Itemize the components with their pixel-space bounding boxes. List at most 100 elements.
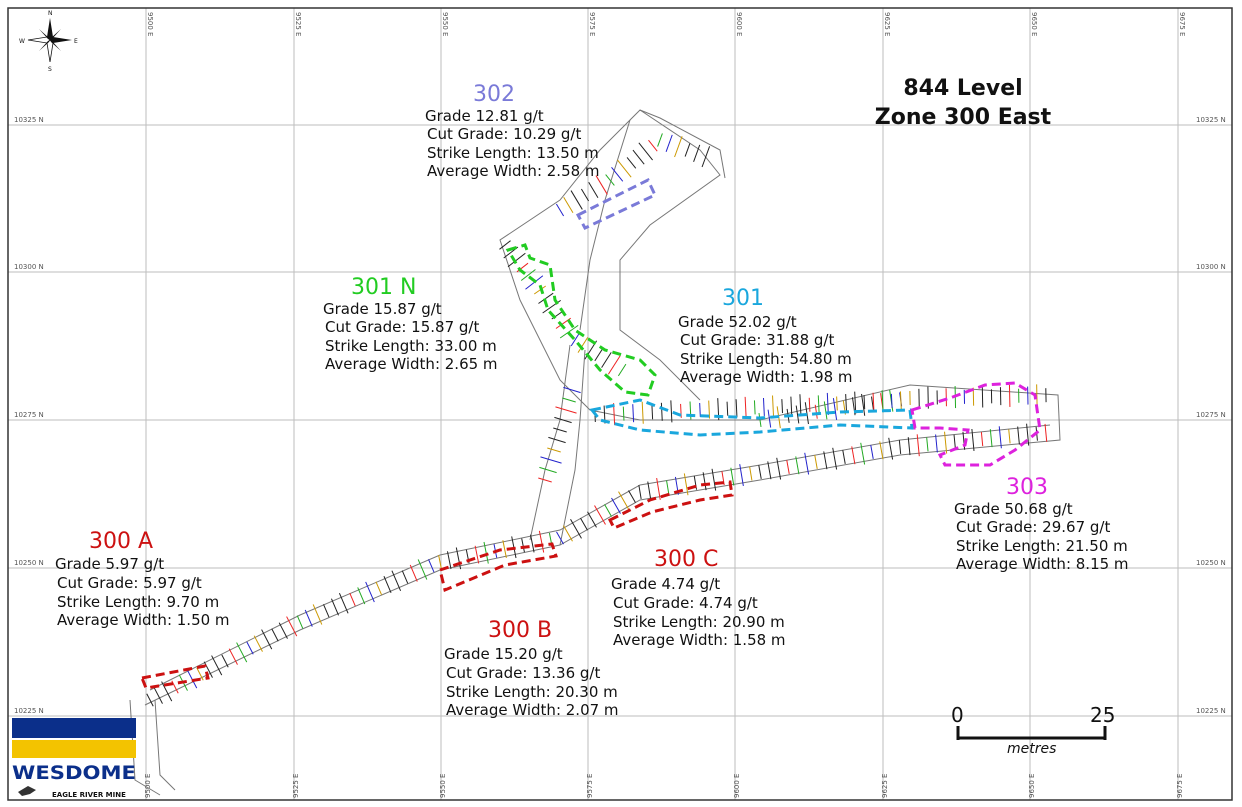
survey-tick <box>594 505 606 525</box>
survey-tick <box>795 456 800 475</box>
easting-label: 9625 E <box>883 12 891 36</box>
survey-tick <box>656 477 661 500</box>
eagle-icon <box>18 786 36 796</box>
survey-tick <box>826 392 829 415</box>
survey-tick <box>666 480 670 495</box>
survey-tick <box>455 547 462 570</box>
zone-303-outline <box>910 381 1042 467</box>
survey-tick <box>872 392 875 411</box>
survey-tick <box>836 396 838 411</box>
easting-label: 9575 E <box>586 774 594 798</box>
zone-302-annotation: 302 Grade 12.81 g/t Cut Grade: 10.29 g/t… <box>425 82 600 180</box>
survey-tick <box>758 413 762 427</box>
easting-label: 9675 E <box>1178 12 1186 36</box>
survey-tick <box>638 485 642 499</box>
survey-tick <box>428 559 435 573</box>
logo-name: WESDOME <box>12 762 136 784</box>
survey-tick <box>246 641 254 655</box>
zone-301-annotation: 301 Grade 52.02 g/t Cut Grade: 31.88 g/t… <box>678 286 853 386</box>
easting-label: 9650 E <box>1028 774 1036 798</box>
zone-301n-grade: Grade 15.87 g/t <box>323 300 442 318</box>
survey-tick <box>870 396 875 411</box>
easting-label: 9625 E <box>881 774 889 798</box>
scale-unit-label: metres <box>1007 741 1056 757</box>
survey-tick <box>605 174 615 186</box>
survey-tick <box>772 395 775 418</box>
northing-label: 10325 N <box>1196 116 1226 124</box>
survey-tick <box>660 402 663 421</box>
survey-tick <box>804 452 810 475</box>
survey-tick <box>632 404 635 423</box>
zone-300b-name: 300 B <box>488 618 552 643</box>
zone-303-cut-grade: Cut Grade: 29.67 g/t <box>956 518 1110 536</box>
zone-300a-annotation: 300 A Grade 5.97 g/t Cut Grade: 5.97 g/t… <box>55 529 230 629</box>
compass-w: W <box>19 38 25 45</box>
survey-tick <box>817 395 820 414</box>
survey-tick <box>570 519 582 539</box>
zone-300a-strike-length: Strike Length: 9.70 m <box>57 593 219 611</box>
survey-tick <box>863 395 866 410</box>
survey-tick <box>296 615 304 629</box>
survey-tick <box>762 397 765 416</box>
survey-tick <box>881 390 884 413</box>
survey-tick <box>271 628 279 642</box>
compass-n: N <box>48 10 53 17</box>
survey-tick <box>236 642 248 663</box>
survey-tick <box>890 393 893 408</box>
northing-label: 10250 N <box>14 559 44 567</box>
survey-tick <box>683 473 689 496</box>
northing-label: 10300 N <box>14 263 44 271</box>
zone-303-name: 303 <box>1006 475 1048 500</box>
survey-tick <box>286 616 298 637</box>
survey-tick <box>926 437 929 452</box>
zone-301n-outline <box>505 243 657 397</box>
survey-tick <box>795 405 800 424</box>
survey-tick <box>349 592 356 607</box>
survey-tick <box>548 436 566 444</box>
survey-tick <box>211 655 223 676</box>
survey-tick <box>814 404 818 419</box>
survey-tick <box>253 635 263 652</box>
survey-tick <box>1008 429 1011 444</box>
survey-tick <box>538 477 552 483</box>
zone-301n-average-width: Average Width: 2.65 m <box>325 355 498 373</box>
survey-tick <box>570 190 583 210</box>
survey-tick <box>525 275 544 290</box>
survey-tick <box>989 429 993 448</box>
survey-ticks <box>146 133 1048 707</box>
northing-labels: 10325 N 10300 N 10275 N 10250 N 10225 N … <box>14 116 1226 715</box>
survey-tick <box>618 491 630 511</box>
survey-tick <box>507 252 526 268</box>
survey-tick <box>998 426 1002 449</box>
zone-300c-annotation: 300 C Grade 4.74 g/t Cut Grade: 4.74 g/t… <box>611 547 786 649</box>
zone-302-name: 302 <box>473 82 515 107</box>
compass-s: S <box>48 66 52 73</box>
survey-tick <box>438 555 442 569</box>
survey-tick <box>555 203 565 217</box>
survey-tick <box>935 434 938 453</box>
scale-start-label: 0 <box>951 703 964 727</box>
easting-label: 9600 E <box>735 12 743 36</box>
zone-300a-average-width: Average Width: 1.50 m <box>57 611 230 629</box>
survey-tick <box>161 681 173 702</box>
survey-tick <box>708 400 711 419</box>
survey-tick <box>799 394 802 417</box>
survey-tick <box>823 451 828 470</box>
survey-tick <box>767 461 772 480</box>
survey-tick <box>539 466 557 474</box>
survey-tick <box>499 240 511 250</box>
survey-tick <box>530 534 535 553</box>
survey-tick <box>832 398 838 420</box>
easting-label: 9525 E <box>294 12 302 36</box>
survey-tick <box>607 355 621 375</box>
zone-300b-cut-grade: Cut Grade: 13.36 g/t <box>446 664 600 682</box>
survey-tick <box>617 363 627 377</box>
survey-tick <box>562 397 576 403</box>
compass-rose-icon: N S E W <box>19 10 78 73</box>
survey-tick <box>648 139 658 152</box>
survey-tick <box>971 428 975 451</box>
survey-tick <box>171 680 179 694</box>
survey-tick <box>823 401 828 420</box>
zone-303-average-width: Average Width: 8.15 m <box>956 555 1129 573</box>
survey-tick <box>711 468 717 491</box>
